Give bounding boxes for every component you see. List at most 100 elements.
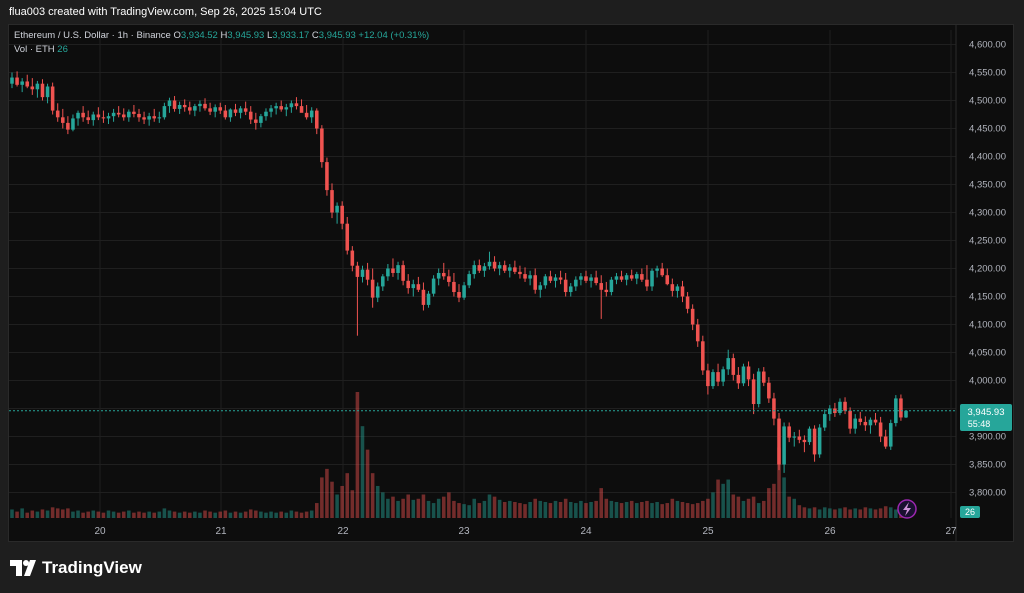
candle: [243, 101, 248, 116]
volume-bar: [868, 508, 873, 518]
low-value: 3,933.17: [272, 30, 310, 41]
candle-body: [401, 265, 405, 281]
volume-bar: [807, 508, 812, 518]
candle-body: [35, 83, 40, 90]
candle: [452, 272, 456, 297]
volume-bar: [269, 511, 273, 518]
symbol-label[interactable]: Ethereum / U.S. Dollar · 1h · Binance: [14, 30, 171, 41]
candle-body: [614, 276, 619, 280]
candle-body: [751, 379, 756, 405]
volume-bar: [736, 496, 741, 518]
volume-bar: [782, 477, 786, 518]
candle: [96, 107, 101, 121]
candle: [878, 416, 883, 443]
candle-body: [106, 116, 111, 119]
volume-bar: [797, 505, 802, 518]
volume-bar: [701, 500, 705, 518]
candle: [751, 373, 756, 415]
volume-bar: [680, 501, 685, 518]
volume-bar: [198, 512, 202, 518]
candle-body: [568, 286, 573, 293]
volume-bar: [695, 503, 700, 518]
candle: [314, 108, 319, 135]
candle: [533, 268, 537, 294]
lightning-icon[interactable]: [897, 499, 917, 519]
volume-bar: [675, 500, 680, 518]
candle-body: [213, 107, 217, 112]
high-value: 3,945.93: [227, 30, 265, 41]
candle-body: [320, 128, 324, 163]
candle: [645, 265, 649, 291]
tradingview-logo[interactable]: TradingView: [10, 558, 142, 578]
candle-body: [436, 272, 441, 279]
volume-bar: [513, 501, 517, 518]
volume-bar: [462, 504, 466, 518]
tradingview-logo-icon: [10, 560, 36, 576]
candle-body: [736, 374, 741, 384]
candle: [868, 417, 873, 434]
candle-body: [574, 279, 578, 287]
candle: [553, 274, 558, 288]
candle-body: [711, 372, 715, 387]
volume-bar: [685, 503, 690, 518]
candle: [111, 108, 116, 122]
candle: [86, 110, 90, 125]
candle: [482, 262, 487, 277]
candle-body: [396, 265, 400, 273]
candle: [309, 107, 314, 123]
candle: [421, 282, 426, 311]
candle: [203, 98, 207, 111]
price-tick-label: 4,550.00: [969, 68, 1006, 79]
candle-body: [513, 267, 517, 272]
candle: [477, 259, 482, 273]
candle-body: [314, 110, 319, 129]
candle-body: [269, 108, 273, 112]
candle-body: [142, 117, 146, 120]
candle-body: [365, 269, 370, 280]
candle-body: [40, 83, 45, 98]
volume-bar: [340, 485, 344, 518]
volume-bar: [223, 510, 228, 518]
candle-body: [655, 268, 659, 271]
candle-body: [802, 439, 807, 443]
chart-frame[interactable]: [8, 24, 1014, 542]
volume-bar: [61, 509, 65, 518]
candle: [147, 112, 151, 126]
candle-body: [335, 205, 339, 213]
candle: [76, 110, 80, 126]
candle-countdown: 55:48: [968, 419, 991, 429]
candle-body: [411, 284, 416, 289]
close-value: 3,945.93: [318, 30, 356, 41]
candle: [137, 108, 141, 122]
candle: [340, 201, 344, 230]
candle-body: [137, 113, 141, 118]
candle: [629, 269, 634, 281]
volume-label[interactable]: Vol · ETH: [14, 44, 55, 55]
candle: [457, 284, 461, 303]
candle-body: [716, 372, 720, 382]
candle-body: [482, 266, 487, 271]
volume-bar: [386, 498, 390, 518]
volume-bar: [421, 494, 426, 518]
candle: [81, 106, 85, 122]
volume-bar: [772, 483, 776, 518]
volume-bar: [208, 511, 212, 518]
volume-bar: [761, 500, 766, 518]
top-bar: flua003 created with TradingView.com, Se…: [0, 0, 1024, 24]
candle-body: [599, 283, 604, 290]
candle-body: [421, 289, 426, 305]
candle-body: [467, 274, 471, 286]
candle: [670, 278, 675, 297]
candle: [558, 270, 563, 285]
volume-bar: [731, 494, 736, 518]
volume-bar: [142, 512, 146, 518]
candle-body: [30, 86, 35, 90]
volume-bar: [233, 511, 238, 518]
last-price-badge: 3,945.93 55:48: [960, 404, 1012, 431]
candle-body: [86, 117, 90, 121]
candle-body: [721, 369, 725, 382]
volume-bar: [787, 496, 791, 518]
candle-body: [111, 112, 116, 117]
candle-body: [76, 112, 80, 119]
